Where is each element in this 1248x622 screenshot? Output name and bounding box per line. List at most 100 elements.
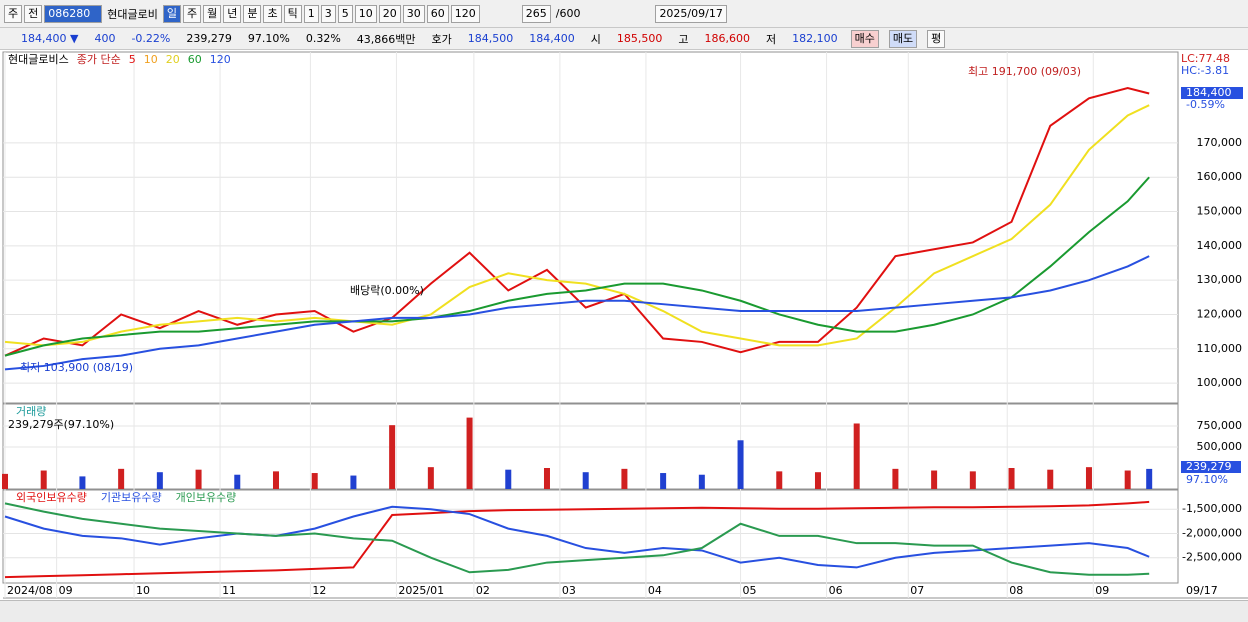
label: 시 [590, 32, 601, 46]
volume-bar [1008, 468, 1015, 489]
y-tick-label: -2,500,000 [1182, 551, 1242, 564]
sell-btn[interactable]: 매도 [888, 29, 918, 48]
series-line [4, 176, 1150, 357]
volume-bar [195, 469, 202, 489]
y-tick-label: 130,000 [1197, 273, 1243, 286]
volume-bar [79, 476, 86, 489]
volume-bar [814, 472, 821, 489]
n-btn[interactable]: 10 [354, 4, 377, 23]
y-tick-label: 150,000 [1197, 205, 1243, 218]
count-max: /600 [555, 7, 581, 20]
series-line [4, 505, 1150, 569]
bid: 184,400 [529, 32, 575, 45]
count-input[interactable]: 265 [521, 4, 551, 23]
turnover: 0.32% [305, 32, 341, 45]
n-btn[interactable]: 5 [337, 4, 353, 23]
series-line [4, 500, 1150, 579]
volume-bar [698, 474, 705, 489]
label: 고 [678, 32, 689, 46]
chart: 100,000 110,000 120,000 130,000 140,000 150,0… [0, 50, 1248, 600]
volume-bar [1124, 470, 1131, 489]
volume-bar [582, 472, 589, 489]
legend-item: 외국인보유수량 [16, 491, 87, 504]
y-tick-label: 100,000 [1197, 376, 1243, 389]
volume-bar [234, 474, 241, 489]
volume-bar [427, 467, 434, 489]
series-line [4, 255, 1150, 371]
volume-ratio: 97.10% [247, 32, 290, 45]
toolbar: 주 전 086280 현대글로비 일 주 월 년 분 초 틱 1 3 5 10 … [0, 0, 1248, 28]
legend-item: 10 [144, 53, 158, 66]
x-tick-label: 03 [562, 584, 576, 597]
market[interactable]: 주 [4, 4, 23, 23]
x-tick-label: 09 [1095, 584, 1109, 597]
change: 400 [94, 32, 116, 45]
hc: HC:-3.81 [1181, 64, 1229, 77]
period-month[interactable]: 월 [203, 4, 222, 23]
x-tick-label: 02 [476, 584, 490, 597]
volume-bar [969, 471, 976, 489]
label: 저 [766, 32, 777, 46]
period-day[interactable]: 일 [162, 4, 181, 23]
scope[interactable]: 전 [24, 4, 43, 23]
code-input[interactable]: 086280 [44, 4, 103, 23]
ask: 184,500 [467, 32, 514, 45]
period-min[interactable]: 분 [243, 4, 262, 23]
y-tick-label: -1,500,000 [1182, 502, 1242, 515]
low-note: 최저 103,900 (08/19) [20, 361, 133, 374]
x-tick-label: 09 [59, 584, 73, 597]
volume-subtitle: 239,279주(97.10%) [8, 418, 114, 431]
volume-badge [1181, 461, 1241, 473]
period-week[interactable]: 주 [182, 4, 202, 23]
n-btn[interactable]: 120 [450, 4, 480, 23]
y-tick-label: -2,000,000 [1182, 526, 1242, 539]
period-sec[interactable]: 초 [263, 4, 282, 23]
n-btn[interactable]: 3 [320, 4, 336, 23]
y-tick-label: 140,000 [1197, 239, 1243, 252]
volume-bar [272, 471, 279, 489]
y-tick-label: 170,000 [1197, 136, 1243, 149]
n-btn[interactable]: 20 [378, 4, 401, 23]
price-badge [1181, 87, 1243, 99]
legend-item: 5 [129, 53, 136, 66]
volume-bar [776, 471, 783, 489]
buy-btn[interactable]: 매수 [850, 29, 879, 48]
series-line [4, 502, 1150, 576]
period-year[interactable]: 년 [223, 4, 242, 23]
info-bar: 184,400 ▼ 400 -0.22% 239,279 97.10% 0.32… [0, 28, 1248, 50]
volume-ratio: 97.10% [1186, 473, 1228, 486]
volume-bar [931, 470, 938, 489]
dividend-note: 배당락(0.00%) [350, 284, 424, 297]
y-tick-label: 120,000 [1197, 307, 1243, 320]
x-tick-label: 10 [136, 584, 150, 597]
period-tick[interactable]: 틱 [283, 4, 302, 23]
volume: 239,279 [186, 32, 232, 45]
x-end-label: 09/17 [1186, 584, 1218, 597]
n-btn[interactable]: 60 [426, 4, 449, 23]
volume-bar [40, 470, 47, 489]
avg-btn[interactable]: 평 [927, 29, 946, 48]
legend-item: 현대글로비스 [8, 53, 69, 66]
x-tick-label: 05 [743, 584, 757, 597]
y-tick-label: 110,000 [1197, 342, 1243, 355]
legend-item: 개인보유수량 [176, 491, 237, 504]
y-tick-label: 750,000 [1197, 419, 1243, 432]
legend-item: 기관보유수량 [101, 491, 162, 504]
date-input[interactable]: 2025/09/17 [655, 4, 727, 23]
volume-bar [737, 440, 744, 489]
n-btn[interactable]: 1 [303, 4, 319, 23]
amount: 43,866백만 [356, 32, 416, 46]
scrollbar[interactable] [0, 600, 1248, 622]
x-tick-label: 12 [312, 584, 326, 597]
volume-bar [311, 473, 318, 489]
series-line [4, 86, 1150, 357]
n-btn[interactable]: 30 [402, 4, 425, 23]
lc: LC:77.48 [1181, 52, 1230, 65]
volume-bar [389, 425, 396, 489]
stock-name: 현대글로비 [107, 7, 158, 21]
volume-bar [1047, 469, 1054, 489]
chart-bg [0, 50, 1248, 600]
volume-bar [1085, 467, 1092, 489]
volume-bar [505, 469, 512, 489]
